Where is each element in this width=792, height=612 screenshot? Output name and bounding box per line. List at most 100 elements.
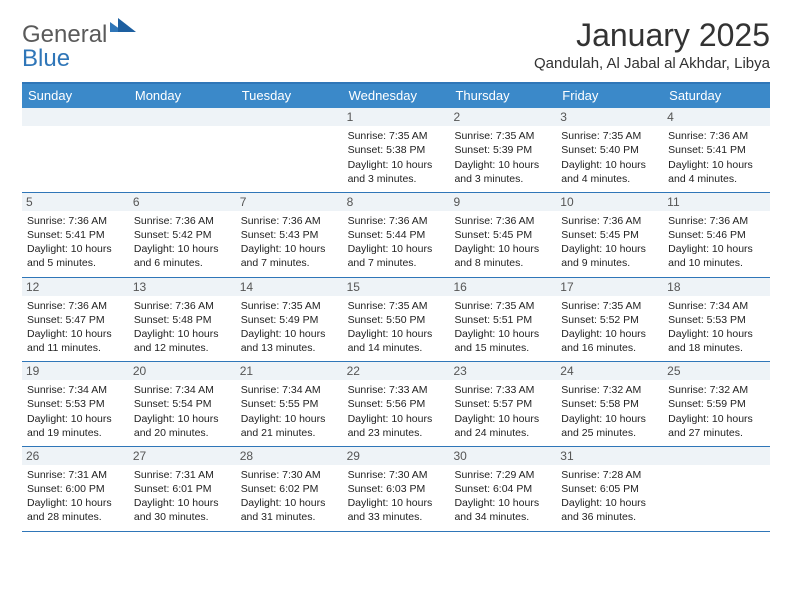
location-text: Qandulah, Al Jabal al Akhdar, Libya (534, 55, 770, 72)
day-number (663, 447, 770, 465)
daylight-text: Daylight: 10 hours and 15 minutes. (454, 327, 551, 355)
weeks-container: 1Sunrise: 7:35 AMSunset: 5:38 PMDaylight… (22, 108, 770, 531)
sunrise-text: Sunrise: 7:36 AM (134, 299, 231, 313)
day-cell: 11Sunrise: 7:36 AMSunset: 5:46 PMDayligh… (663, 193, 770, 277)
daylight-text: Daylight: 10 hours and 34 minutes. (454, 496, 551, 524)
day-info: Sunrise: 7:36 AMSunset: 5:46 PMDaylight:… (668, 214, 765, 271)
daylight-text: Daylight: 10 hours and 10 minutes. (668, 242, 765, 270)
sunrise-text: Sunrise: 7:36 AM (668, 214, 765, 228)
day-number (129, 108, 236, 126)
day-number: 22 (343, 362, 450, 380)
sunrise-text: Sunrise: 7:33 AM (348, 383, 445, 397)
calendar: SundayMondayTuesdayWednesdayThursdayFrid… (22, 82, 770, 531)
day-number: 7 (236, 193, 343, 211)
sunset-text: Sunset: 5:49 PM (241, 313, 338, 327)
day-number: 20 (129, 362, 236, 380)
daylight-text: Daylight: 10 hours and 11 minutes. (27, 327, 124, 355)
day-cell (22, 108, 129, 192)
day-cell: 18Sunrise: 7:34 AMSunset: 5:53 PMDayligh… (663, 278, 770, 362)
day-number: 4 (663, 108, 770, 126)
sunset-text: Sunset: 5:44 PM (348, 228, 445, 242)
day-cell: 13Sunrise: 7:36 AMSunset: 5:48 PMDayligh… (129, 278, 236, 362)
daylight-text: Daylight: 10 hours and 23 minutes. (348, 412, 445, 440)
day-cell: 20 Sunrise: 7:34 AMSunset: 5:54 PMDayligh… (129, 362, 236, 446)
daylight-text: Daylight: 10 hours and 24 minutes. (454, 412, 551, 440)
sunset-text: Sunset: 5:41 PM (668, 143, 765, 157)
sunrise-text: Sunrise: 7:36 AM (134, 214, 231, 228)
brand-logo: General Blue (22, 18, 136, 71)
sunset-text: Sunset: 5:53 PM (27, 397, 124, 411)
sunrise-text: Sunrise: 7:30 AM (241, 468, 338, 482)
sunset-text: Sunset: 6:04 PM (454, 482, 551, 496)
day-info: Sunrise: 7:32 AMSunset: 5:58 PMDaylight:… (561, 383, 658, 440)
day-number: 21 (236, 362, 343, 380)
day-info: Sunrise: 7:32 AMSunset: 5:59 PMDaylight:… (668, 383, 765, 440)
day-cell: 3Sunrise: 7:35 AMSunset: 5:40 PMDaylight… (556, 108, 663, 192)
day-info: Sunrise: 7:34 AMSunset: 5:55 PMDaylight:… (241, 383, 338, 440)
daylight-text: Daylight: 10 hours and 16 minutes. (561, 327, 658, 355)
sunset-text: Sunset: 5:54 PM (134, 397, 231, 411)
sunset-text: Sunset: 5:41 PM (27, 228, 124, 242)
day-info: Sunrise: 7:35 AMSunset: 5:49 PMDaylight:… (241, 299, 338, 356)
brand-word2: Blue (22, 45, 70, 72)
day-cell: 10Sunrise: 7:36 AMSunset: 5:45 PMDayligh… (556, 193, 663, 277)
sunrise-text: Sunrise: 7:35 AM (454, 299, 551, 313)
day-cell: 26Sunrise: 7:31 AMSunset: 6:00 PMDayligh… (22, 447, 129, 531)
daylight-text: Daylight: 10 hours and 9 minutes. (561, 242, 658, 270)
day-number: 10 (556, 193, 663, 211)
brand-text: General Blue (22, 18, 136, 71)
daylight-text: Daylight: 10 hours and 12 minutes. (134, 327, 231, 355)
header: General Blue January 2025 Qandulah, Al J… (22, 18, 770, 72)
week-row: 19Sunrise: 7:34 AMSunset: 5:53 PMDayligh… (22, 362, 770, 447)
day-info: Sunrise: 7:36 AMSunset: 5:48 PMDaylight:… (134, 299, 231, 356)
title-block: January 2025 Qandulah, Al Jabal al Akhda… (534, 18, 770, 72)
sunset-text: Sunset: 5:40 PM (561, 143, 658, 157)
daylight-text: Daylight: 10 hours and 7 minutes. (348, 242, 445, 270)
day-number (236, 108, 343, 126)
sunrise-text: Sunrise: 7:35 AM (241, 299, 338, 313)
day-number: 18 (663, 278, 770, 296)
sunrise-text: Sunrise: 7:35 AM (348, 129, 445, 143)
dow-cell: Thursday (449, 84, 556, 108)
day-info: Sunrise: 7:36 AMSunset: 5:43 PMDaylight:… (241, 214, 338, 271)
sunrise-text: Sunrise: 7:36 AM (27, 214, 124, 228)
page: General Blue January 2025 Qandulah, Al J… (0, 0, 792, 542)
sunset-text: Sunset: 5:58 PM (561, 397, 658, 411)
sunrise-text: Sunrise: 7:36 AM (348, 214, 445, 228)
day-cell (236, 108, 343, 192)
sunset-text: Sunset: 5:48 PM (134, 313, 231, 327)
day-number: 31 (556, 447, 663, 465)
daylight-text: Daylight: 10 hours and 4 minutes. (561, 158, 658, 186)
dow-cell: Sunday (22, 84, 129, 108)
sunset-text: Sunset: 5:51 PM (454, 313, 551, 327)
sunrise-text: Sunrise: 7:29 AM (454, 468, 551, 482)
day-number: 30 (449, 447, 556, 465)
dow-cell: Wednesday (343, 84, 450, 108)
day-cell: 12Sunrise: 7:36 AMSunset: 5:47 PMDayligh… (22, 278, 129, 362)
day-number: 1 (343, 108, 450, 126)
sunset-text: Sunset: 5:47 PM (27, 313, 124, 327)
week-row: 5Sunrise: 7:36 AMSunset: 5:41 PMDaylight… (22, 193, 770, 278)
day-info: Sunrise: 7:35 AMSunset: 5:51 PMDaylight:… (454, 299, 551, 356)
sunrise-text: Sunrise: 7:36 AM (27, 299, 124, 313)
sunset-text: Sunset: 6:05 PM (561, 482, 658, 496)
daylight-text: Daylight: 10 hours and 5 minutes. (27, 242, 124, 270)
day-info: Sunrise: 7:35 AMSunset: 5:52 PMDaylight:… (561, 299, 658, 356)
day-info: Sunrise: 7:34 AMSunset: 5:54 PMDaylight:… (134, 383, 231, 440)
page-title: January 2025 (534, 18, 770, 53)
daylight-text: Daylight: 10 hours and 3 minutes. (348, 158, 445, 186)
sunrise-text: Sunrise: 7:36 AM (454, 214, 551, 228)
sunset-text: Sunset: 5:45 PM (561, 228, 658, 242)
day-number: 16 (449, 278, 556, 296)
day-number: 25 (663, 362, 770, 380)
day-number: 6 (129, 193, 236, 211)
sunset-text: Sunset: 5:57 PM (454, 397, 551, 411)
day-cell: 5 Sunrise: 7:36 AMSunset: 5:41 PMDaylight… (22, 193, 129, 277)
sunset-text: Sunset: 5:50 PM (348, 313, 445, 327)
dow-cell: Saturday (663, 84, 770, 108)
sunset-text: Sunset: 6:02 PM (241, 482, 338, 496)
daylight-text: Daylight: 10 hours and 36 minutes. (561, 496, 658, 524)
day-number: 5 (22, 193, 129, 211)
daylight-text: Daylight: 10 hours and 13 minutes. (241, 327, 338, 355)
daylight-text: Daylight: 10 hours and 21 minutes. (241, 412, 338, 440)
